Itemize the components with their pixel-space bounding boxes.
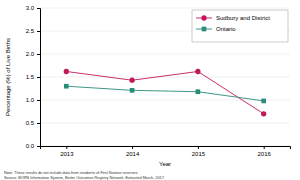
y-tick-label: 3.0 xyxy=(26,5,35,11)
y-tick-label: 2.5 xyxy=(26,28,35,34)
plot: 0.0 0.5 1.0 1.5 2.0 2.5 3.0 2013 2014 2015 2016 Sud… xyxy=(26,5,291,157)
y-tick: 1.0 xyxy=(26,97,40,103)
y-tick-mark xyxy=(37,54,40,55)
legend-item: Ontario xyxy=(196,26,236,32)
x-axis-title: Year xyxy=(159,161,171,167)
grid xyxy=(40,8,290,146)
legend-label: Sudbury and District xyxy=(216,15,270,21)
x-tick-label: 2014 xyxy=(126,151,140,157)
x-tick-label: 2016 xyxy=(258,151,272,157)
x-tick-mark xyxy=(132,146,133,149)
note: Note: These results do not include data … xyxy=(4,171,138,175)
y-tick-label: 0.5 xyxy=(26,120,35,126)
y-tick: 2.0 xyxy=(26,51,40,57)
y-tick-mark xyxy=(37,146,40,147)
x-axis: 2013 2014 2015 2016 xyxy=(41,146,291,157)
y-tick: 2.5 xyxy=(26,28,40,34)
y-tick-mark xyxy=(37,31,40,32)
legend-marker-group xyxy=(201,15,206,20)
x-tick-mark xyxy=(66,146,67,149)
y-axis: 0.0 0.5 1.0 1.5 2.0 2.5 3.0 xyxy=(26,5,41,149)
marker xyxy=(261,99,266,104)
marker xyxy=(195,69,200,74)
y-tick-label: 0.0 xyxy=(26,143,35,149)
y-tick: 0.5 xyxy=(26,120,40,126)
x-tick-label: 2015 xyxy=(192,151,206,157)
legend: Sudbury and District Ontario xyxy=(192,10,288,42)
grid-line xyxy=(40,8,290,9)
marker-group xyxy=(129,78,134,83)
marker-group xyxy=(261,99,266,104)
x-tick: 2015 xyxy=(192,146,206,157)
marker xyxy=(196,89,201,94)
marker-group xyxy=(196,89,201,94)
x-tick-mark xyxy=(264,146,265,149)
y-tick-label: 1.0 xyxy=(26,97,35,103)
y-tick-label: 1.5 xyxy=(26,74,35,80)
legend-marker xyxy=(202,27,207,32)
marker xyxy=(64,69,69,74)
series-line xyxy=(66,86,263,101)
legend-marker xyxy=(201,15,206,20)
marker xyxy=(64,84,69,89)
marker-group xyxy=(130,88,135,93)
x-tick: 2016 xyxy=(258,146,272,157)
x-tick-label: 2013 xyxy=(60,151,74,157)
legend-box xyxy=(192,10,288,42)
y-axis-title: Percentage (%) of Live Births xyxy=(5,38,11,116)
note: Source: BORN Information System, Better … xyxy=(4,176,165,180)
legend-item: Sudbury and District xyxy=(196,15,270,21)
x-tick: 2013 xyxy=(60,146,74,157)
y-tick: 0.0 xyxy=(26,143,40,149)
legend-marker-group xyxy=(202,27,207,32)
marker-group xyxy=(64,69,69,74)
x-tick-mark xyxy=(198,146,199,149)
marker-group xyxy=(261,111,266,116)
grid-line xyxy=(40,54,290,55)
marker xyxy=(261,111,266,116)
grid-line xyxy=(40,77,290,78)
marker xyxy=(129,78,134,83)
marks xyxy=(64,69,267,117)
y-tick: 3.0 xyxy=(26,5,40,11)
y-tick-mark xyxy=(37,100,40,101)
chart: 0.0 0.5 1.0 1.5 2.0 2.5 3.0 2013 2014 2015 2016 Sud… xyxy=(0,0,300,180)
x-tick: 2014 xyxy=(126,146,140,157)
series-line xyxy=(66,71,263,113)
marker xyxy=(130,88,135,93)
y-tick-mark xyxy=(37,8,40,9)
y-tick-mark xyxy=(37,123,40,124)
y-tick: 1.5 xyxy=(26,74,40,80)
y-tick-label: 2.0 xyxy=(26,51,35,57)
marker-group xyxy=(195,69,200,74)
background xyxy=(0,0,300,180)
marker-group xyxy=(64,84,69,89)
legend-label: Ontario xyxy=(216,26,236,32)
x-axis-line xyxy=(41,147,291,150)
y-tick-mark xyxy=(37,77,40,78)
y-axis-line xyxy=(37,9,41,147)
grid-line xyxy=(40,123,290,124)
